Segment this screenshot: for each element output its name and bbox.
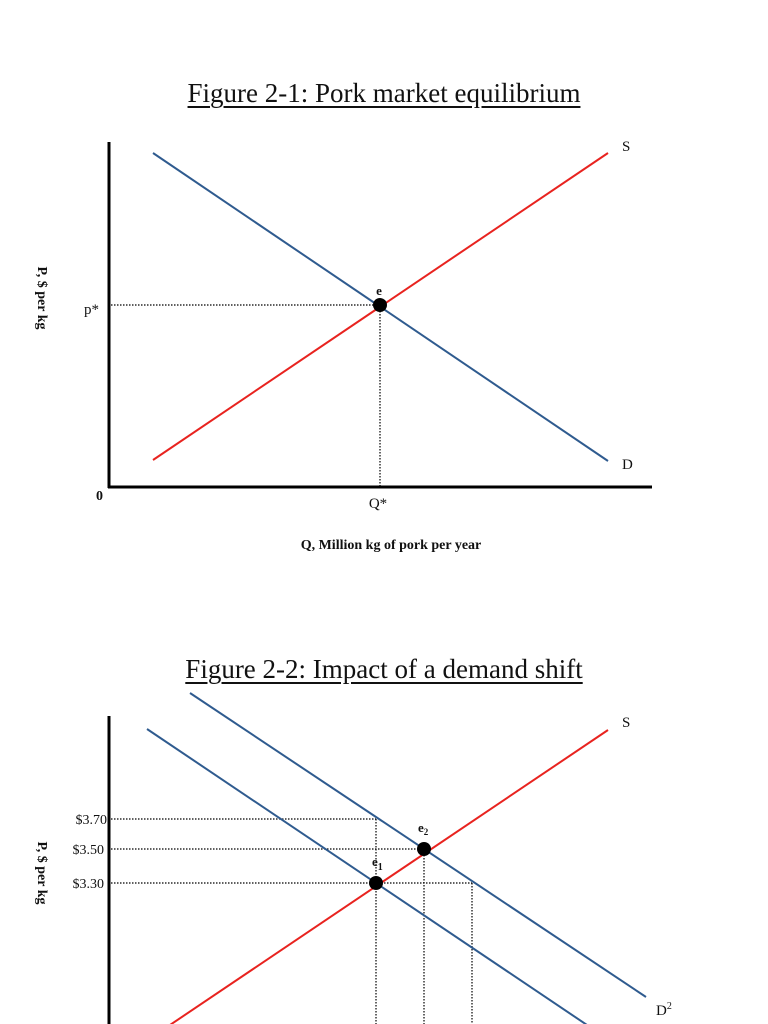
figure2-e1-point <box>369 876 383 890</box>
figure2-tick-330: $3.30 <box>73 877 105 892</box>
figure1-chart: e S D p* 0 Q* Q, Million kg of pork per … <box>34 139 652 553</box>
figure2-e2-point <box>417 842 431 856</box>
figure2-e2-label: e2 <box>418 820 429 837</box>
figure1-pstar-label: p* <box>84 302 99 318</box>
figure2-supply-line <box>169 729 609 1024</box>
figure2-y-axis-label: P, $ per kg <box>34 841 49 904</box>
figure2-e1-label: e1 <box>372 854 383 873</box>
figure2-demand2-label: D2 <box>656 1001 672 1019</box>
figure1-y-axis-label: P, $ per kg <box>34 266 49 329</box>
figure2-tick-350: $3.50 <box>73 843 105 858</box>
figure1-x-axis-label: Q, Million kg of pork per year <box>301 538 482 553</box>
figure2-tick-370: $3.70 <box>76 813 108 828</box>
figure2-demand2-line <box>189 692 647 998</box>
figure1-supply-label: S <box>622 139 630 155</box>
figure2-chart: e1 e2 S D2 $3.70 $3.50 $3.30 P, $ per kg <box>34 692 672 1024</box>
figure2-title: Figure 2-2: Impact of a demand shift <box>185 654 583 684</box>
figure1-equilibrium-point <box>373 298 387 312</box>
figure1-origin-label: 0 <box>96 489 103 504</box>
figure2-demand1-line <box>146 728 588 1024</box>
figure2-supply-label: S <box>622 715 630 731</box>
figure1-title: Figure 2-1: Pork market equilibrium <box>187 78 581 108</box>
figure1-qstar-label: Q* <box>369 496 387 512</box>
figure1-eq-label: e <box>376 283 382 298</box>
figure1-demand-label: D <box>622 457 633 473</box>
